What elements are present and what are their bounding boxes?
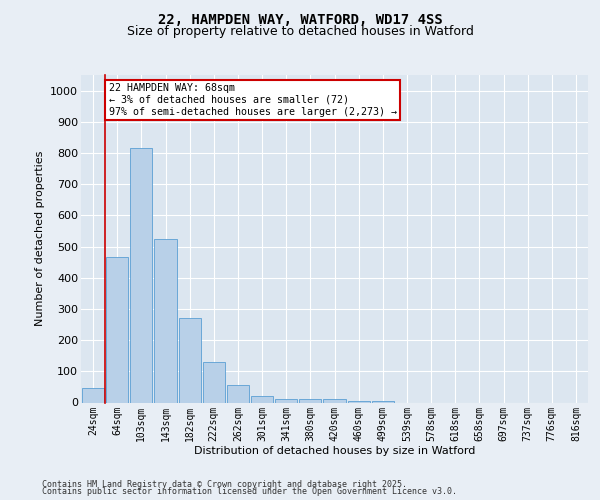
Bar: [106, 258, 128, 402]
Bar: [154, 239, 176, 402]
Bar: [251, 396, 273, 402]
Bar: [179, 318, 201, 402]
Text: Size of property relative to detached houses in Watford: Size of property relative to detached ho…: [127, 25, 473, 38]
Bar: [227, 386, 249, 402]
X-axis label: Distribution of detached houses by size in Watford: Distribution of detached houses by size …: [194, 446, 475, 456]
Text: Contains HM Land Registry data © Crown copyright and database right 2025.: Contains HM Land Registry data © Crown c…: [42, 480, 407, 489]
Bar: [323, 400, 346, 402]
Bar: [82, 388, 104, 402]
Text: Contains public sector information licensed under the Open Government Licence v3: Contains public sector information licen…: [42, 487, 457, 496]
Bar: [275, 400, 298, 402]
Bar: [299, 400, 322, 402]
Bar: [203, 362, 225, 403]
Text: 22 HAMPDEN WAY: 68sqm
← 3% of detached houses are smaller (72)
97% of semi-detac: 22 HAMPDEN WAY: 68sqm ← 3% of detached h…: [109, 84, 397, 116]
Bar: [130, 148, 152, 402]
Text: 22, HAMPDEN WAY, WATFORD, WD17 4SS: 22, HAMPDEN WAY, WATFORD, WD17 4SS: [158, 12, 442, 26]
Y-axis label: Number of detached properties: Number of detached properties: [35, 151, 44, 326]
Bar: [371, 401, 394, 402]
Bar: [347, 401, 370, 402]
